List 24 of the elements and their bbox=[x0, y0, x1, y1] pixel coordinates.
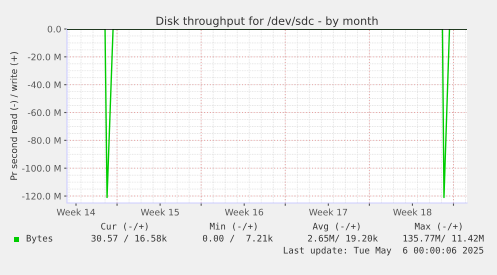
x-tick-label: Week 14 bbox=[56, 208, 96, 216]
text: Avg (-/+) bbox=[312, 222, 360, 232]
text: Last update: Tue May 6 00:00:06 2025 bbox=[284, 246, 484, 256]
y-tick-label: -120.0 M bbox=[22, 192, 61, 200]
y-tick-label: -100.0 M bbox=[22, 164, 61, 172]
y-axis-title: Pr second read (-) / write (+) bbox=[10, 52, 18, 180]
text: Max (-/+) bbox=[414, 222, 462, 231]
text: 2.65M/ 19.20k bbox=[308, 234, 378, 242]
text: Min (-/+) bbox=[210, 222, 257, 231]
chart-title: Disk throughput for /dev/sdc - by month bbox=[156, 16, 378, 28]
y-tick-label: -80.0 M bbox=[28, 137, 61, 144]
text: 135.77M/ 11.42M bbox=[404, 234, 484, 242]
y-tick-label: -60.0 M bbox=[28, 109, 61, 116]
text: 0.00 / 7.21k bbox=[202, 234, 273, 242]
x-tick-label: Week 18 bbox=[393, 208, 432, 216]
x-tick-label: Week 15 bbox=[140, 208, 179, 216]
y-tick-label: -40.0 M bbox=[28, 81, 61, 88]
y-tick-label: 0.0 bbox=[48, 26, 61, 33]
x-tick-label: Week 17 bbox=[309, 208, 348, 216]
y-tick-label: -20.0 M bbox=[28, 54, 61, 60]
text: 30.57 / 16.58k bbox=[92, 234, 167, 242]
text: Cur (-/+) bbox=[101, 222, 148, 231]
legend-label: Bytes bbox=[26, 234, 52, 244]
x-tick-label: Week 16 bbox=[224, 208, 264, 216]
